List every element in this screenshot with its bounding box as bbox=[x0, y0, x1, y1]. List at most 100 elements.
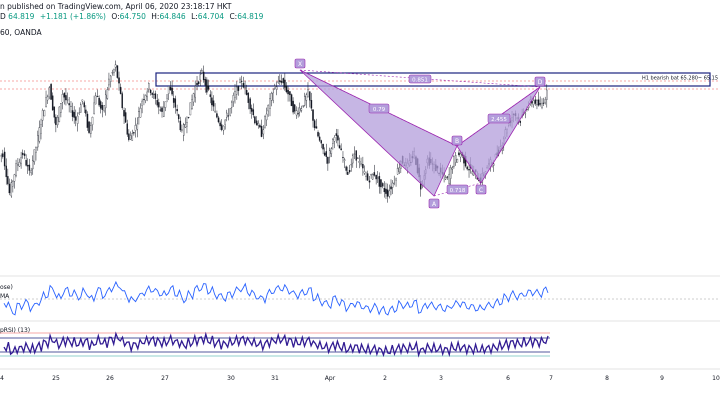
candle-body bbox=[196, 82, 198, 86]
candle-body bbox=[126, 123, 128, 135]
candle-body bbox=[355, 150, 357, 161]
candle-body bbox=[534, 99, 537, 104]
candle-body bbox=[277, 81, 279, 83]
candle-body bbox=[468, 168, 470, 171]
candle-body bbox=[138, 111, 140, 118]
candle-body bbox=[262, 129, 265, 135]
prz-zone-box[interactable] bbox=[155, 72, 711, 87]
candle-body bbox=[302, 105, 304, 107]
candle-body bbox=[2, 153, 4, 157]
candle-body bbox=[206, 79, 208, 93]
candle-body bbox=[99, 101, 102, 109]
candle-body bbox=[169, 87, 172, 91]
ratio-xd-label: 0.851 bbox=[412, 78, 428, 84]
x-axis-tick-label: 7 bbox=[549, 375, 553, 382]
candle-body bbox=[305, 94, 308, 101]
candle-body bbox=[459, 153, 462, 158]
point-d-marker[interactable]: D bbox=[534, 76, 546, 87]
candle-body bbox=[444, 176, 447, 180]
candle-body bbox=[61, 94, 64, 103]
candle-body bbox=[216, 113, 218, 118]
candle-body bbox=[362, 164, 364, 169]
candle-body bbox=[21, 152, 24, 155]
candle-body bbox=[220, 124, 223, 130]
x-axis-tick-label: 3 bbox=[439, 375, 443, 382]
candle-body bbox=[41, 110, 44, 121]
candle-body bbox=[108, 78, 110, 86]
candle-body bbox=[179, 120, 182, 131]
candle-body bbox=[18, 162, 21, 167]
candle-body bbox=[154, 93, 157, 99]
candle-body bbox=[325, 151, 328, 157]
x-axis-tick-label: Apr bbox=[325, 375, 336, 382]
candle-body bbox=[289, 91, 291, 96]
candle-body bbox=[141, 100, 143, 106]
candle-body bbox=[78, 112, 80, 114]
candle-body bbox=[20, 157, 22, 164]
candle-body bbox=[159, 109, 162, 111]
candle-body bbox=[12, 181, 14, 187]
candle-body bbox=[353, 153, 356, 155]
candle-body bbox=[96, 96, 99, 98]
candle-body bbox=[492, 163, 495, 166]
point-x-label: X bbox=[298, 61, 302, 68]
candle-body bbox=[167, 86, 170, 94]
candle-body bbox=[300, 108, 303, 111]
point-b-marker[interactable]: B bbox=[451, 135, 463, 146]
candle-body bbox=[352, 155, 354, 164]
candle-body bbox=[104, 94, 107, 109]
candle-body bbox=[146, 91, 148, 98]
candle-body bbox=[310, 100, 313, 109]
candle-body bbox=[455, 155, 457, 163]
candle-body bbox=[315, 126, 318, 129]
candle-body bbox=[327, 157, 329, 164]
candle-body bbox=[101, 105, 104, 110]
candle-body bbox=[114, 64, 117, 68]
candle-body bbox=[37, 135, 39, 148]
candle-body bbox=[177, 114, 180, 120]
candle-body bbox=[83, 102, 85, 108]
candle-body bbox=[50, 84, 52, 100]
candle-body bbox=[366, 173, 369, 181]
candle-body bbox=[279, 80, 281, 82]
candle-body bbox=[378, 176, 381, 187]
candle-body bbox=[333, 137, 336, 142]
candle-body bbox=[25, 160, 27, 166]
candle-body bbox=[260, 126, 263, 137]
candle-body bbox=[118, 77, 120, 84]
candle-body bbox=[164, 101, 167, 108]
candle-body bbox=[33, 149, 36, 163]
point-c-marker[interactable]: C bbox=[475, 184, 487, 195]
point-x-marker[interactable]: X bbox=[294, 58, 306, 69]
candle-body bbox=[318, 136, 321, 141]
ratio-bd-label: 2.455 bbox=[491, 117, 507, 123]
candle-body bbox=[110, 75, 112, 82]
point-a-marker[interactable]: A bbox=[428, 198, 440, 209]
candle-body bbox=[385, 188, 387, 194]
candle-body bbox=[237, 86, 240, 91]
candle-body bbox=[172, 98, 175, 103]
x-axis-tick-label: 9 bbox=[660, 375, 664, 382]
candle-body bbox=[35, 146, 37, 153]
candle-body bbox=[121, 93, 123, 109]
candle-body bbox=[245, 90, 248, 95]
candle-body bbox=[391, 182, 394, 188]
candle-body bbox=[338, 145, 341, 149]
candle-body bbox=[382, 183, 384, 187]
candle-body bbox=[320, 140, 322, 144]
candle-body bbox=[184, 124, 187, 128]
candle-body bbox=[191, 99, 193, 110]
candle-body bbox=[365, 175, 367, 177]
candle-body bbox=[284, 79, 286, 88]
ohlc-l-label: L: bbox=[191, 12, 198, 21]
candle-body bbox=[217, 117, 220, 123]
x-axis-tick-label: 25 bbox=[52, 375, 60, 382]
candle-body bbox=[227, 115, 230, 117]
candle-body bbox=[340, 148, 342, 151]
candle-body bbox=[65, 95, 67, 101]
candle-body bbox=[197, 81, 200, 85]
candle-body bbox=[285, 85, 288, 93]
candle-body bbox=[350, 164, 352, 166]
x-axis-tick-label: 4 bbox=[0, 375, 4, 382]
